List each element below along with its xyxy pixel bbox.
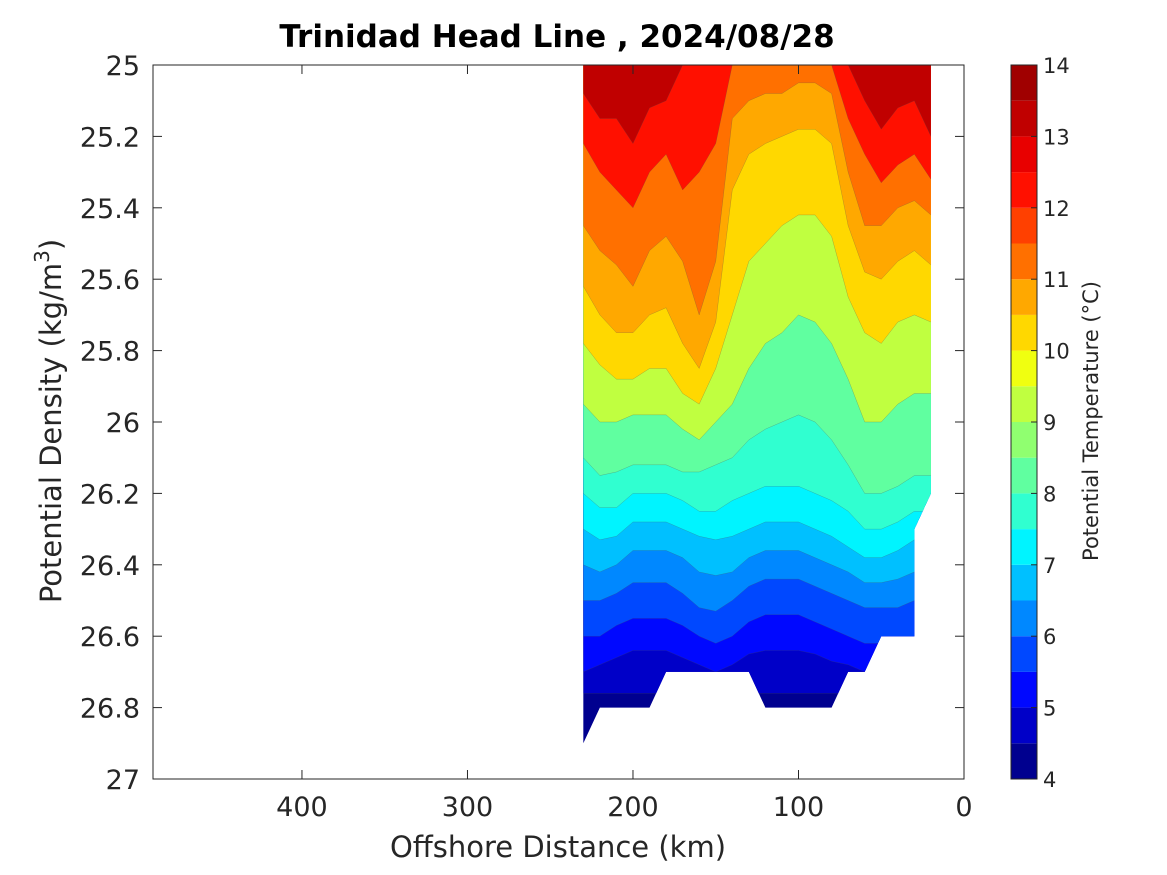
colorbar-tick-label: 9 (1043, 411, 1056, 435)
colorbar-segment (1011, 65, 1037, 101)
chart-title: Trinidad Head Line , 2024/08/28 (279, 19, 834, 55)
colorbar-segment (1011, 671, 1037, 708)
colorbar-tick-label: 4 (1043, 768, 1056, 792)
colorbar-segment (1011, 172, 1037, 208)
colorbar-segment (1011, 529, 1037, 565)
colorbar-segment (1011, 564, 1037, 601)
y-tick-label: 26 (106, 408, 140, 439)
axes: 400 300 200 100 0 25 25.2 25.4 25.6 25.8 26 26.2 26.… (80, 51, 973, 823)
colorbar-segment (1011, 243, 1037, 280)
y-tick-label: 26.2 (80, 479, 140, 510)
colorbar-segment (1011, 422, 1037, 458)
y-tick-label: 27 (106, 765, 140, 796)
plot-area (153, 65, 964, 779)
colorbar-segment (1011, 707, 1037, 744)
colorbar-label-group: Potential Temperature (°C) (1079, 281, 1103, 561)
colorbar-tick-label: 13 (1043, 125, 1070, 149)
colorbar-segment (1011, 493, 1037, 530)
colorbar-tick-label: 8 (1043, 482, 1056, 506)
y-tick-label: 26.6 (80, 622, 140, 653)
y-tick-label: 26.8 (80, 694, 140, 725)
colorbar-segment (1011, 636, 1037, 672)
colorbar-segment (1011, 207, 1037, 244)
y-tick-label: 25.4 (80, 194, 140, 225)
contour-band-13 (583, 65, 931, 144)
x-tick-label: 400 (276, 792, 328, 823)
colorbar-tick-label: 6 (1043, 625, 1056, 649)
colorbar-tick-label: 12 (1043, 197, 1070, 221)
colorbar: 4 5 6 7 8 9 10 11 12 13 14 (1010, 54, 1070, 792)
x-tick-label: 100 (773, 792, 825, 823)
colorbar-tick-label: 5 (1043, 697, 1056, 721)
colorbar-label: Potential Temperature (°C) (1079, 281, 1103, 561)
colorbar-tick-label: 11 (1043, 268, 1070, 292)
colorbar-tick-label: 7 (1043, 554, 1056, 578)
y-axis-label: Potential Density (kg/m3) (30, 239, 68, 603)
colorbar-segment (1011, 457, 1037, 494)
y-axis-label-main: Potential Density (kg/m (34, 263, 68, 603)
colorbar-segment (1011, 279, 1037, 315)
y-tick-label: 25.2 (80, 122, 140, 153)
y-axis-label-group: Potential Density (kg/m3) (30, 239, 68, 603)
x-tick-label: 300 (442, 792, 494, 823)
colorbar-tick-label: 10 (1043, 340, 1070, 364)
contour-band-12 (583, 65, 931, 209)
colorbar-segment (1011, 100, 1037, 137)
colorbar-segment (1011, 314, 1037, 351)
colorbar-segment (1011, 350, 1037, 387)
y-tick-label: 26.4 (80, 551, 140, 582)
colorbar-segment (1011, 386, 1037, 422)
y-tick-label: 25.6 (80, 265, 140, 296)
x-axis-label: Offshore Distance (km) (390, 830, 726, 864)
colorbar-segment (1011, 136, 1037, 173)
y-tick-label: 25.8 (80, 337, 140, 368)
y-tick-label: 25 (106, 51, 140, 82)
x-tick-label: 0 (955, 792, 972, 823)
colorbar-segment (1011, 600, 1037, 637)
x-tick-label: 200 (607, 792, 659, 823)
colorbar-segment (1011, 743, 1037, 779)
y-axis-label-superscript: 3 (30, 250, 54, 263)
y-axis-label-end: ) (34, 239, 68, 250)
colorbar-tick-label: 14 (1043, 54, 1070, 78)
contour-fill (583, 65, 931, 744)
